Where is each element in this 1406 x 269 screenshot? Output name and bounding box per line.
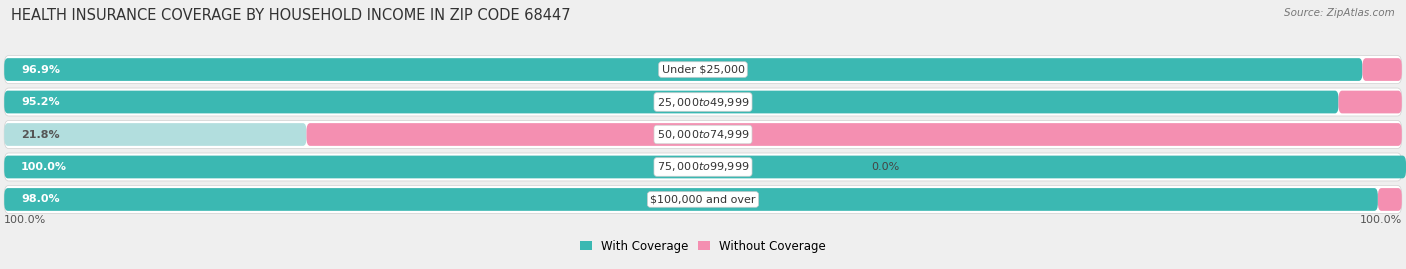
FancyBboxPatch shape [4,91,1339,114]
FancyBboxPatch shape [4,88,1402,116]
Text: Source: ZipAtlas.com: Source: ZipAtlas.com [1284,8,1395,18]
Text: 98.0%: 98.0% [21,194,59,204]
Text: 95.2%: 95.2% [21,97,59,107]
Text: 100.0%: 100.0% [21,162,67,172]
FancyBboxPatch shape [1378,188,1402,211]
FancyBboxPatch shape [4,56,1402,83]
FancyBboxPatch shape [307,123,1402,146]
Text: $25,000 to $49,999: $25,000 to $49,999 [657,95,749,108]
Text: $75,000 to $99,999: $75,000 to $99,999 [657,161,749,174]
Text: 100.0%: 100.0% [1360,215,1402,225]
Text: 96.9%: 96.9% [21,65,60,75]
Text: 0.0%: 0.0% [872,162,900,172]
FancyBboxPatch shape [4,123,307,146]
Text: $50,000 to $74,999: $50,000 to $74,999 [657,128,749,141]
FancyBboxPatch shape [4,58,1362,81]
FancyBboxPatch shape [4,186,1402,213]
Text: HEALTH INSURANCE COVERAGE BY HOUSEHOLD INCOME IN ZIP CODE 68447: HEALTH INSURANCE COVERAGE BY HOUSEHOLD I… [11,8,571,23]
FancyBboxPatch shape [1362,58,1402,81]
Text: $100,000 and over: $100,000 and over [650,194,756,204]
FancyBboxPatch shape [4,188,1378,211]
FancyBboxPatch shape [4,153,1402,181]
Text: Under $25,000: Under $25,000 [661,65,745,75]
FancyBboxPatch shape [4,121,1402,148]
Text: 21.8%: 21.8% [21,129,59,140]
FancyBboxPatch shape [1339,91,1402,114]
Legend: With Coverage, Without Coverage: With Coverage, Without Coverage [579,240,827,253]
FancyBboxPatch shape [4,155,1406,178]
Text: 100.0%: 100.0% [4,215,46,225]
